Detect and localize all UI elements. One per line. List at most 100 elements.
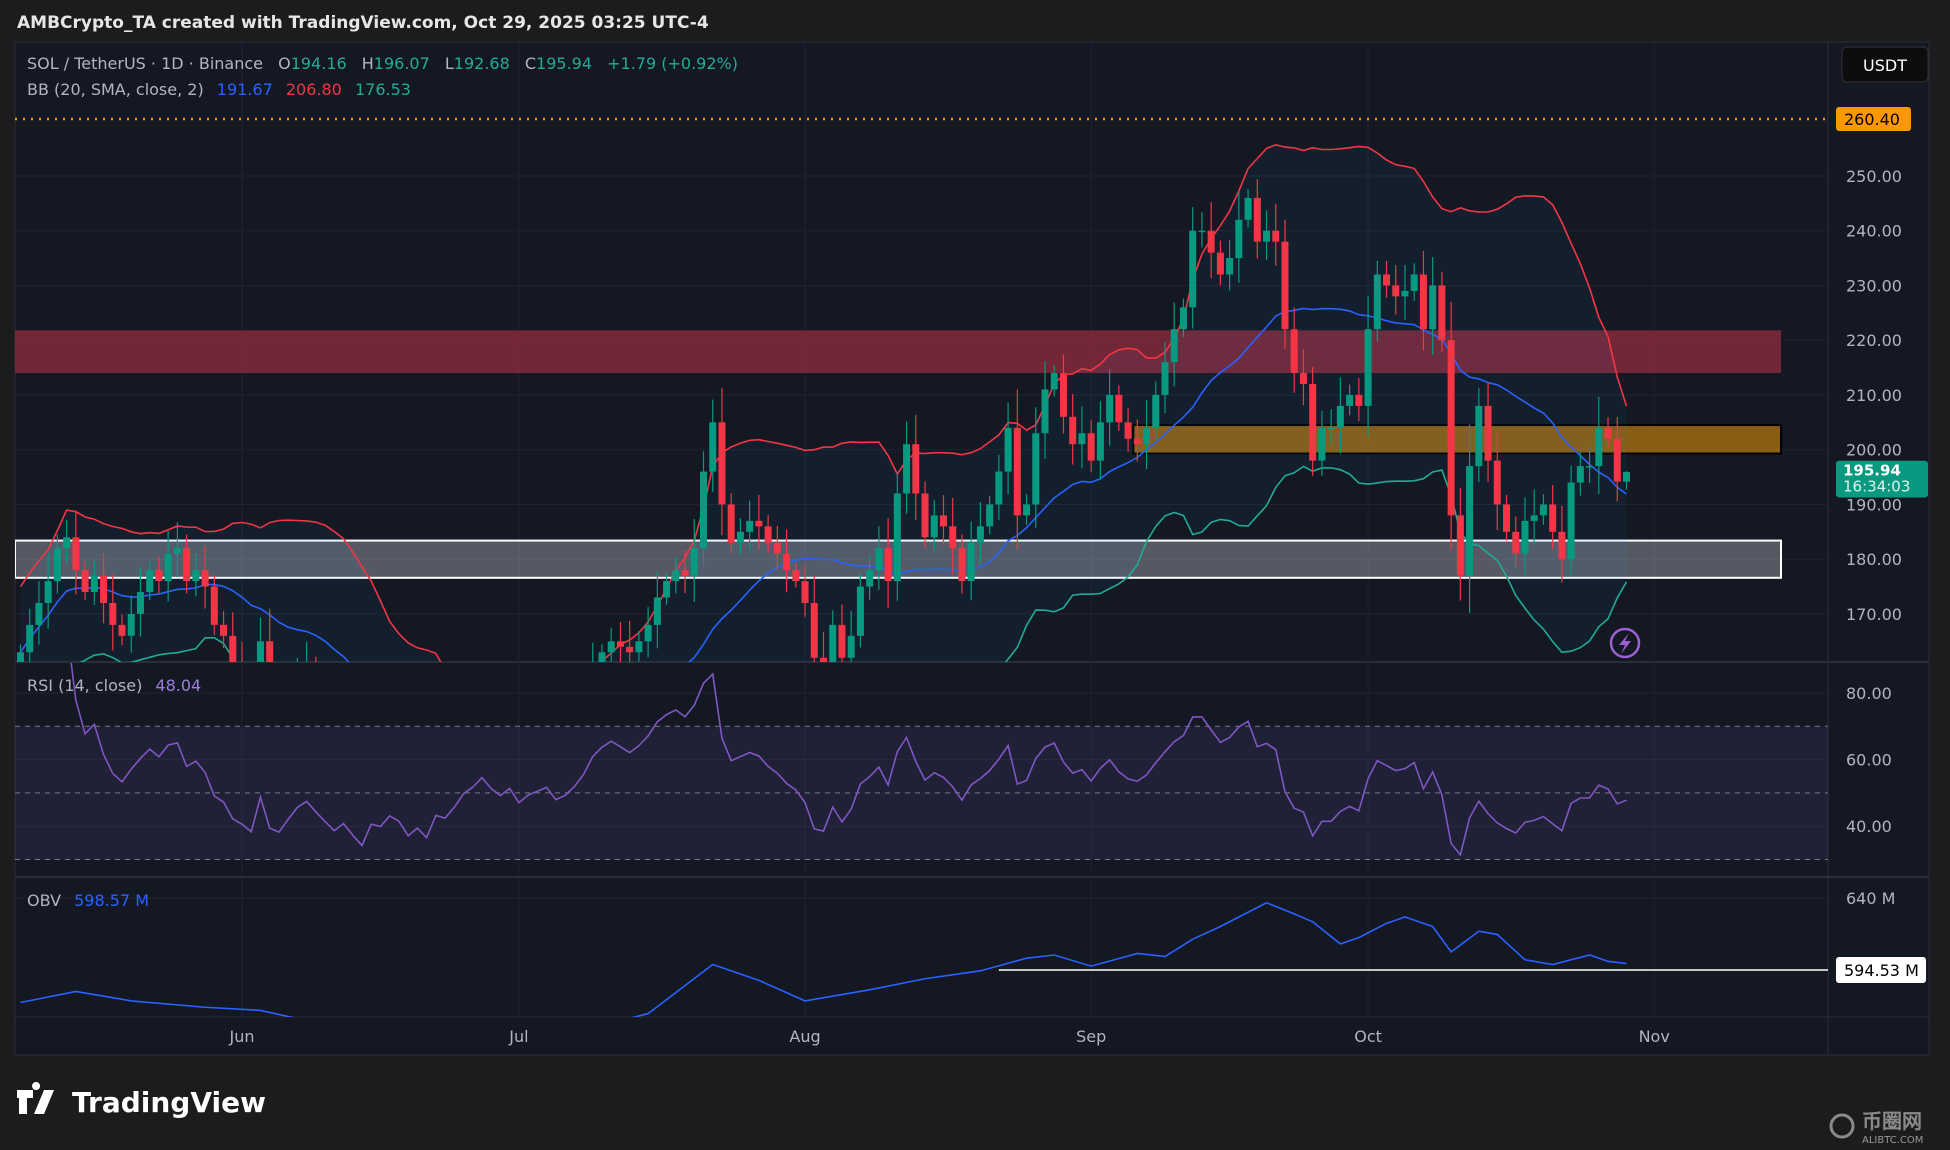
candle-body bbox=[958, 548, 966, 582]
candle-body bbox=[136, 592, 144, 614]
candle-body bbox=[875, 548, 883, 571]
candle-body bbox=[1521, 520, 1529, 554]
candle bbox=[109, 574, 117, 651]
candle-body bbox=[792, 570, 800, 582]
candle bbox=[592, 642, 594, 662]
price-tick-label: 180.00 bbox=[1846, 550, 1902, 569]
candle bbox=[44, 552, 52, 629]
obv-legend[interactable]: OBV 598.57 M bbox=[27, 891, 149, 910]
price-tick-label: 240.00 bbox=[1846, 222, 1902, 241]
candle bbox=[700, 451, 707, 567]
candle bbox=[1299, 349, 1307, 406]
price-tick-label: 170.00 bbox=[1846, 605, 1902, 624]
rsi-pane bbox=[15, 663, 1828, 860]
candle-body bbox=[1041, 389, 1049, 434]
candle-body bbox=[1124, 422, 1132, 439]
zone-resistance bbox=[15, 330, 1781, 374]
candle-body bbox=[949, 526, 957, 549]
candle-body bbox=[1143, 427, 1151, 445]
candle bbox=[1604, 417, 1612, 449]
candle bbox=[306, 641, 308, 662]
candle bbox=[829, 610, 837, 662]
candle-body bbox=[764, 526, 772, 543]
candle bbox=[1290, 307, 1298, 393]
candle bbox=[146, 561, 154, 600]
candle-body bbox=[173, 548, 181, 554]
candle bbox=[644, 607, 652, 658]
candle bbox=[1429, 256, 1437, 355]
candle-body bbox=[847, 635, 855, 658]
candle bbox=[1401, 264, 1409, 320]
candle-body bbox=[607, 641, 615, 653]
candle bbox=[1512, 516, 1520, 568]
candle-body bbox=[1493, 460, 1501, 505]
tv-logo-icon bbox=[17, 1082, 54, 1114]
candle bbox=[1355, 377, 1363, 422]
candle-body bbox=[829, 624, 837, 662]
price-tick-label: 230.00 bbox=[1846, 276, 1902, 295]
candle-body bbox=[995, 471, 1003, 505]
candle bbox=[810, 576, 818, 662]
candle-body bbox=[72, 537, 80, 571]
candle-body bbox=[1152, 394, 1160, 428]
candle bbox=[1050, 365, 1058, 397]
candle bbox=[63, 520, 71, 564]
candle bbox=[173, 522, 181, 578]
candle-body bbox=[838, 624, 846, 658]
candle-body bbox=[1004, 427, 1012, 472]
price-tick-label: 190.00 bbox=[1846, 495, 1902, 514]
candle-body bbox=[118, 624, 126, 636]
candle bbox=[709, 399, 717, 493]
candle bbox=[1069, 394, 1077, 465]
candle-body bbox=[210, 586, 218, 625]
candle bbox=[1521, 497, 1529, 575]
candle bbox=[1438, 271, 1446, 353]
candle bbox=[1198, 212, 1206, 248]
candle bbox=[986, 495, 994, 535]
candle bbox=[921, 481, 929, 549]
candle-body bbox=[1216, 252, 1224, 275]
candle bbox=[1059, 354, 1067, 434]
candle bbox=[1152, 381, 1160, 441]
candle-body bbox=[690, 548, 698, 576]
snapshot-title: AMBCrypto_TA created with TradingView.co… bbox=[17, 13, 709, 33]
rsi-legend[interactable]: RSI (14, close) 48.04 bbox=[27, 676, 201, 695]
candle-body bbox=[63, 537, 71, 549]
candle-body bbox=[35, 602, 43, 625]
candle-body bbox=[681, 570, 689, 576]
candle-body bbox=[16, 652, 24, 662]
watermark-text: 币圈网 bbox=[1862, 1109, 1922, 1133]
low-value: 192.68 bbox=[454, 54, 510, 73]
candle bbox=[1253, 179, 1261, 259]
lightning-icon[interactable] bbox=[1609, 627, 1641, 659]
zone-mid bbox=[1132, 424, 1783, 455]
bb-legend[interactable]: BB (20, SMA, close, 2) 191.67 206.80 176… bbox=[27, 80, 411, 99]
candle-body bbox=[1484, 405, 1492, 461]
candle-body bbox=[220, 624, 228, 636]
candle-body bbox=[884, 548, 892, 582]
candle bbox=[1272, 203, 1280, 266]
candle-body bbox=[921, 493, 929, 538]
high-value: 196.07 bbox=[374, 54, 430, 73]
bollinger-bands bbox=[19, 143, 1628, 662]
watermark-icon bbox=[1829, 1113, 1855, 1139]
candle bbox=[884, 518, 892, 609]
candle bbox=[136, 566, 144, 637]
candle-body bbox=[773, 542, 781, 554]
candle bbox=[1041, 360, 1049, 459]
alert-price-badge bbox=[1836, 107, 1911, 131]
candle-body bbox=[598, 652, 606, 662]
candle-body bbox=[44, 581, 52, 603]
candle-body bbox=[1475, 405, 1483, 467]
candle bbox=[256, 617, 264, 662]
candle bbox=[1549, 485, 1557, 550]
candle-body bbox=[1623, 471, 1630, 482]
currency-button[interactable]: USDT bbox=[1841, 46, 1929, 83]
candle bbox=[1115, 385, 1123, 431]
candle bbox=[598, 644, 606, 662]
obv-marker-badge bbox=[1836, 957, 1926, 983]
candle-body bbox=[976, 526, 984, 543]
candle bbox=[727, 493, 735, 553]
candle bbox=[1189, 207, 1197, 329]
candle-body bbox=[1115, 394, 1123, 423]
